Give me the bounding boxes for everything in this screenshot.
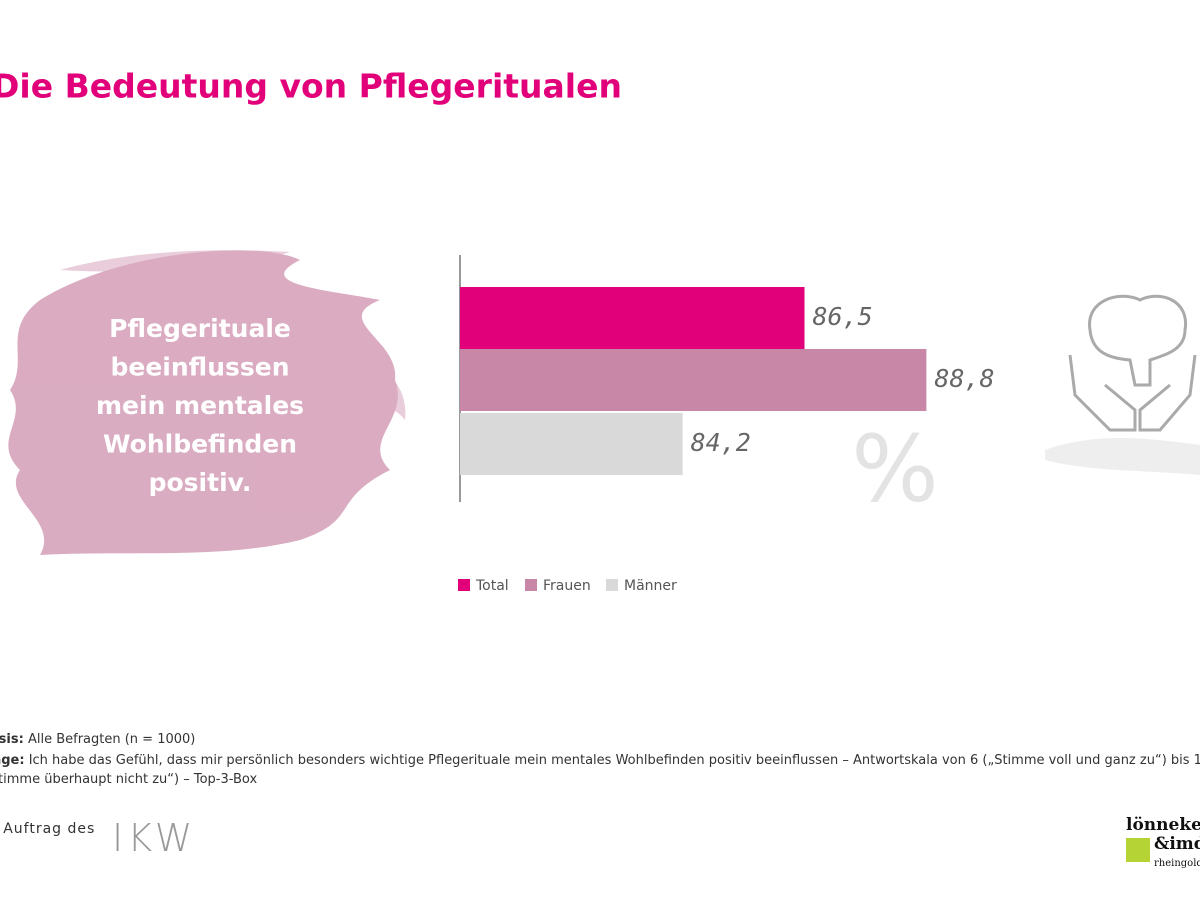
icon — [1045, 294, 1200, 475]
agency-line: lönneker — [1126, 815, 1200, 835]
title: Die Bedeutung von Pflegeritualen — [0, 67, 622, 106]
agency-mark — [1126, 838, 1150, 862]
value-label: 86,5 — [813, 302, 873, 331]
statement-line: positiv. — [149, 468, 252, 497]
bar — [460, 287, 805, 349]
statement-line: Pflegerituale — [109, 314, 291, 343]
client-logo: IKW — [112, 816, 197, 860]
legend-label: Frauen — [543, 578, 591, 594]
brush-stroke — [8, 250, 406, 556]
value-label: 88,8 — [934, 364, 994, 393]
frage-text: Ich habe das Gefühl, dass mir persönlich… — [0, 753, 1200, 787]
statement-line: beeinflussen — [110, 353, 289, 382]
legend-swatch — [606, 579, 618, 591]
legend-swatch — [458, 579, 470, 591]
frage-label: Frage: — [0, 753, 25, 768]
annotation: % — [851, 415, 938, 522]
agency-logo: lönneker &imdahl rheingold salon — [1126, 816, 1200, 873]
agency-line: rheingold salon — [1154, 858, 1200, 869]
legend-swatch — [525, 579, 537, 591]
agency-line: &imdahl — [1154, 834, 1200, 854]
legend-label: Total — [475, 578, 509, 594]
value-label: 84,2 — [691, 428, 751, 457]
client-prefix: Im Auftrag des — [0, 821, 96, 837]
basis-label: Basis: — [0, 732, 24, 747]
frage: Frage: Ich habe das Gefühl, dass mir per… — [0, 751, 1200, 789]
statement-line: Wohlbefinden — [103, 430, 297, 459]
bar — [460, 349, 927, 411]
basis: Basis: Alle Befragten (n = 1000) — [0, 730, 195, 749]
basis-text: Alle Befragten (n = 1000) — [27, 732, 196, 747]
statement: Pflegerituale beeinflussen mein mentales Wo… — [96, 314, 304, 497]
bar — [460, 413, 683, 475]
legend-label: Männer — [624, 578, 677, 594]
statement-line: mein mentales — [96, 391, 304, 420]
